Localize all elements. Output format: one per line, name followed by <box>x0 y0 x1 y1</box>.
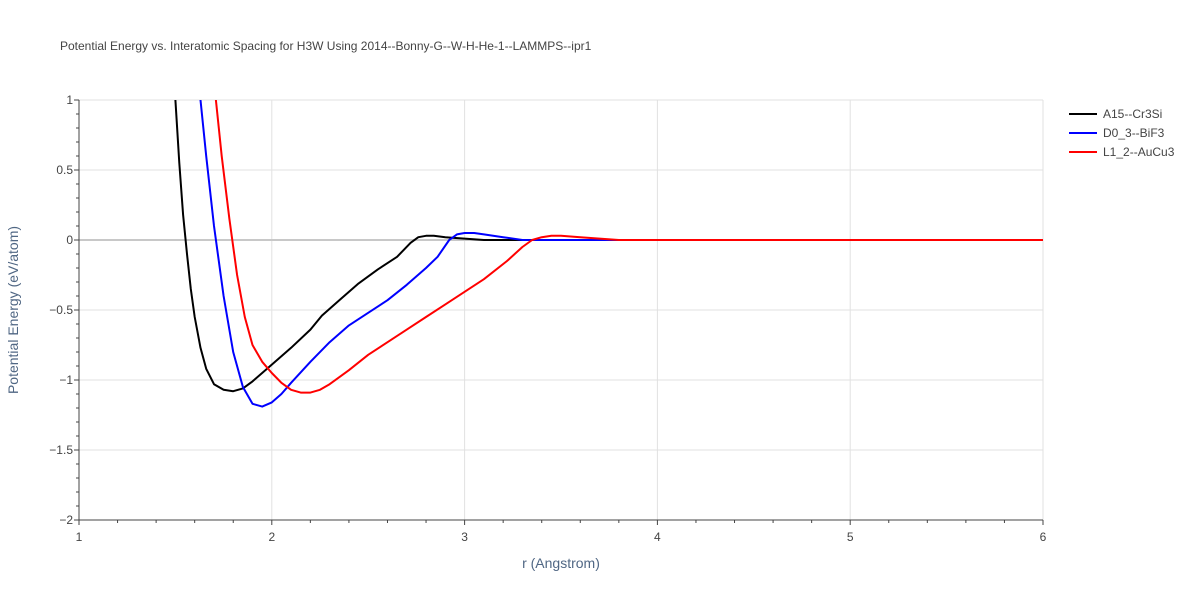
x-tick-label: 5 <box>847 530 854 544</box>
grid <box>79 99 1044 520</box>
plot-area <box>174 100 1044 408</box>
y-tick-label: 0.5 <box>56 163 73 177</box>
legend-label-d03: D0_3--BiF3 <box>1103 126 1165 140</box>
x-axis-title: r (Angstrom) <box>522 555 600 571</box>
y-tick-label: −1.5 <box>49 443 73 457</box>
y-tick-label: 0 <box>66 233 73 247</box>
y-tick-label: −2 <box>59 513 73 527</box>
x-tick-label: 6 <box>1040 530 1047 544</box>
legend-item-l12[interactable]: L1_2--AuCu3 <box>1069 145 1175 159</box>
series-line-1[interactable] <box>199 100 1044 408</box>
legend-item-d03[interactable]: D0_3--BiF3 <box>1069 126 1165 140</box>
legend: A15--Cr3Si D0_3--BiF3 L1_2--AuCu3 <box>1069 107 1175 159</box>
x-tick-label: 3 <box>461 530 468 544</box>
axes: 1 2 3 4 5 6 1 0.5 0 −0.5 −1 −1.5 −2 <box>49 93 1046 544</box>
y-tick-label: −0.5 <box>49 303 73 317</box>
legend-label-a15: A15--Cr3Si <box>1103 107 1162 121</box>
y-tick-label: 1 <box>66 93 73 107</box>
legend-label-l12: L1_2--AuCu3 <box>1103 145 1175 159</box>
x-tick-label: 2 <box>268 530 275 544</box>
legend-item-a15[interactable]: A15--Cr3Si <box>1069 107 1162 121</box>
y-tick-label: −1 <box>59 373 73 387</box>
series-line-2[interactable] <box>214 100 1043 394</box>
y-axis-title: Potential Energy (eV/atom) <box>5 226 21 394</box>
series-line-0[interactable] <box>174 100 1043 393</box>
x-tick-label: 4 <box>654 530 661 544</box>
x-tick-label: 1 <box>76 530 83 544</box>
chart-title: Potential Energy vs. Interatomic Spacing… <box>60 39 592 53</box>
